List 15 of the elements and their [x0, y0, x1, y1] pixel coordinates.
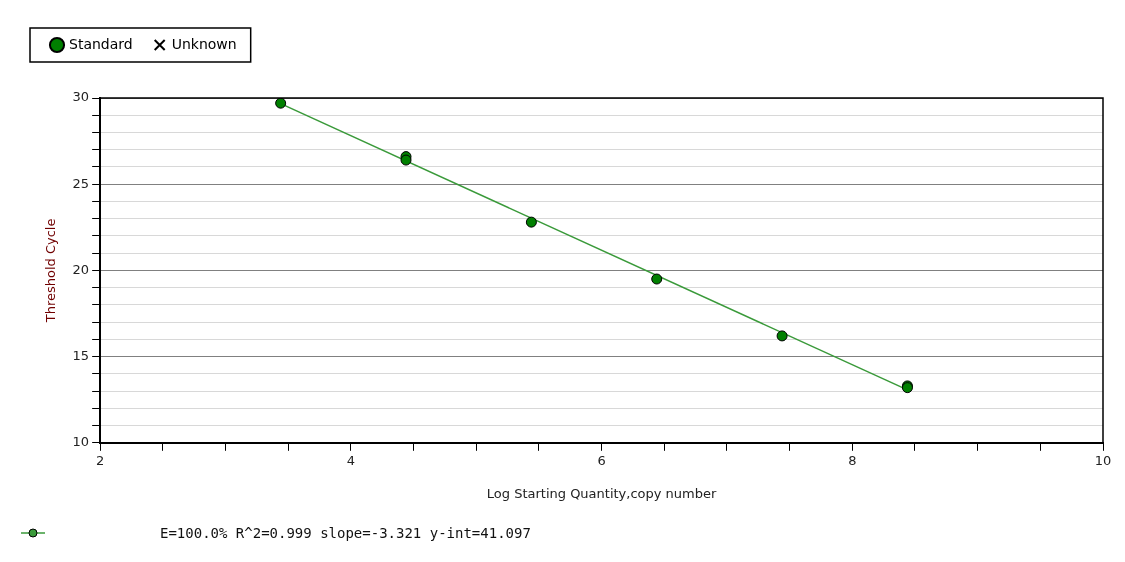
- legend-label: Unknown: [171, 35, 237, 52]
- text: E=100.0% R^2=0.999 slope=-3.321 y-int=41.097: [160, 525, 531, 541]
- x-axis-title: Log Starting Quantity,copy number: [486, 485, 718, 501]
- y-tick-label: 25: [72, 175, 90, 191]
- legend-label: Standard: [69, 35, 133, 52]
- x-tick-label: 6: [597, 452, 606, 468]
- x-tick-label: 8: [848, 452, 857, 468]
- y-tick-label: 30: [72, 89, 90, 105]
- x-tick-label: 2: [96, 452, 105, 468]
- y-tick-label: 10: [72, 434, 90, 450]
- x-tick-label: 4: [346, 452, 355, 468]
- y-axis-title: Threshold Cycle: [43, 218, 59, 324]
- y-tick-label: 15: [72, 347, 90, 363]
- y-tick-label: 20: [72, 261, 90, 277]
- x-tick-label: 10: [1094, 452, 1112, 468]
